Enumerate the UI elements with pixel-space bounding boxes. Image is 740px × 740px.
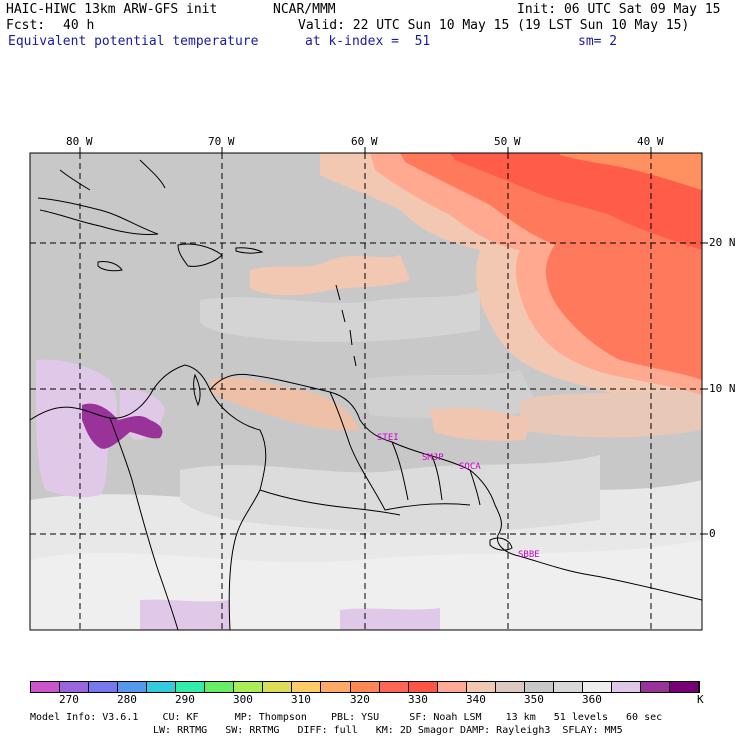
colorbar-swatch: [147, 682, 177, 692]
colorbar-swatch: [611, 682, 641, 692]
colorbar-swatch: [292, 682, 322, 692]
colorbar-tick-320: 320: [350, 693, 370, 706]
colorbar-swatch: [408, 682, 438, 692]
theta-e-field: [30, 153, 702, 630]
forecast-hour: 40 h: [63, 18, 95, 33]
colorbar-swatch: [118, 682, 148, 692]
lon-label-40w: 40 W: [637, 135, 664, 148]
top-ticks: [79, 147, 708, 535]
colorbar: [30, 681, 700, 693]
level-label: at k-index = 51: [305, 34, 431, 49]
station-stei: STEI: [377, 433, 399, 443]
lat-lon-grid: [30, 153, 702, 630]
colorbar-swatch: [495, 682, 525, 692]
lat-label-20n: 20 N: [709, 236, 736, 249]
station-sbbe: SBBE: [518, 550, 540, 560]
field-name: Equivalent potential temperature: [8, 34, 259, 49]
colorbar-swatch: [60, 682, 90, 692]
colorbar-swatch: [437, 682, 467, 692]
colorbar-unit: K: [697, 693, 704, 706]
colorbar-swatch: [89, 682, 119, 692]
coastlines: [30, 159, 702, 630]
colorbar-swatch: [582, 682, 612, 692]
colorbar-tick-labels: 270 280 290 300 310 320 330 340 350 360: [30, 694, 700, 707]
model-title: HAIC-HIWC 13km ARW-GFS init: [6, 2, 218, 17]
lon-label-50w: 50 W: [494, 135, 521, 148]
colorbar-swatch: [466, 682, 496, 692]
colorbar-swatch: [553, 682, 583, 692]
colorbar-swatch: [176, 682, 206, 692]
colorbar-swatch: [234, 682, 264, 692]
colorbar-swatch: [379, 682, 409, 692]
org-label: NCAR/MMM: [273, 2, 336, 17]
colorbar-swatch: [524, 682, 554, 692]
init-time: Init: 06 UTC Sat 09 May 15: [517, 2, 721, 17]
lon-label-70w: 70 W: [208, 135, 235, 148]
lat-label-10n: 10 N: [709, 382, 736, 395]
colorbar-swatch: [321, 682, 351, 692]
colorbar-tick-340: 340: [466, 693, 486, 706]
lat-label-0: 0: [709, 527, 716, 540]
colorbar-swatch: [263, 682, 293, 692]
lon-label-80w: 80 W: [66, 135, 93, 148]
colorbar-tick-300: 300: [233, 693, 253, 706]
colorbar-tick-290: 290: [175, 693, 195, 706]
colorbar-tick-310: 310: [291, 693, 311, 706]
map-frame: [29, 152, 703, 631]
colorbar-tick-280: 280: [117, 693, 137, 706]
colorbar-tick-350: 350: [524, 693, 544, 706]
colorbar-swatch: [205, 682, 235, 692]
colorbar-tick-330: 330: [408, 693, 428, 706]
forecast-label: Fcst:: [6, 18, 46, 33]
lon-label-60w: 60 W: [351, 135, 378, 148]
colorbar-swatch: [350, 682, 380, 692]
colorbar-tick-360: 360: [582, 693, 602, 706]
station-smjp: SMJP: [422, 453, 444, 463]
valid-time: Valid: 22 UTC Sun 10 May 15 (19 LST Sun …: [298, 18, 690, 33]
colorbar-swatch: [670, 682, 700, 692]
station-soca: SOCA: [459, 462, 481, 472]
colorbar-swatch: [31, 682, 61, 692]
colorbar-tick-270: 270: [59, 693, 79, 706]
colorbar-swatch: [640, 682, 671, 692]
smoothing-label: sm= 2: [578, 34, 618, 49]
model-info-line1: Model Info: V3.6.1 CU: KF MP: Thompson P…: [30, 712, 663, 723]
model-info-line2: LW: RRTMG SW: RRTMG DIFF: full KM: 2D Sm…: [153, 725, 623, 736]
